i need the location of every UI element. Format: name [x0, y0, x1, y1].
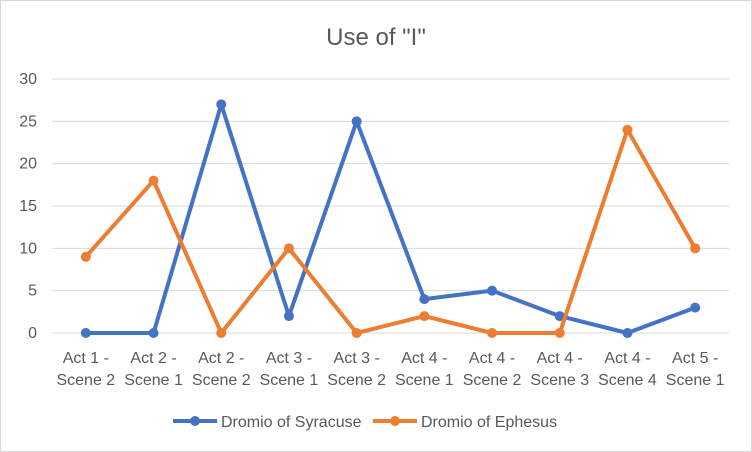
data-point — [351, 116, 362, 127]
series-1 — [80, 99, 701, 338]
x-tick-label: Act 3 - Scene 2 — [327, 350, 386, 389]
legend-label: Dromio of Ephesus — [421, 414, 557, 431]
y-tick-label: 15 — [19, 198, 37, 215]
x-tick-label-line: Act 3 - — [334, 350, 380, 367]
data-point — [487, 328, 498, 338]
x-tick-label-line: Act 1 - — [63, 350, 109, 367]
x-tick-label-line: Scene 1 — [395, 372, 454, 389]
x-tick-label: Act 4 - Scene 3 — [530, 350, 589, 389]
x-tick-label-line: Scene 4 — [598, 372, 657, 389]
y-tick-label: 5 — [28, 283, 37, 300]
x-axis-ticks: Act 1 - Scene 2 Act 2 - Scene 1 Act 2 - Scene… — [56, 350, 724, 389]
data-point — [216, 328, 227, 338]
x-tick-label-line: Scene 2 — [192, 372, 251, 389]
data-point — [622, 328, 633, 338]
data-point — [690, 302, 701, 313]
data-point — [419, 294, 430, 305]
x-tick-label-line: Act 2 - — [130, 350, 176, 367]
legend-item: Dromio of Ephesus — [373, 414, 557, 431]
x-tick-label-line: Scene 2 — [327, 372, 386, 389]
data-point — [216, 99, 227, 110]
x-tick-label-line: Scene 2 — [56, 372, 115, 389]
data-point — [351, 328, 362, 338]
data-point — [487, 285, 498, 296]
x-tick-label-line: Act 5 - — [672, 350, 718, 367]
x-tick-label: Act 4 - Scene 4 — [598, 350, 657, 389]
x-tick-label: Act 1 - Scene 2 — [56, 350, 115, 389]
y-tick-label: 25 — [19, 113, 37, 130]
data-point — [690, 243, 701, 254]
y-tick-label: 20 — [19, 156, 37, 173]
data-point — [419, 311, 430, 322]
data-point — [283, 311, 294, 322]
y-tick-label: 10 — [19, 240, 37, 257]
x-tick-label-line: Act 4 - — [537, 350, 583, 367]
x-tick-label-line: Act 4 - — [469, 350, 515, 367]
data-point — [148, 328, 159, 338]
x-tick-label: Act 2 - Scene 1 — [124, 350, 183, 389]
x-tick-label: Act 5 - Scene 1 — [666, 350, 725, 389]
legend-swatch-marker — [390, 416, 400, 426]
chart-title: Use of "I" — [326, 24, 426, 51]
x-tick-label-line: Act 3 - — [266, 350, 312, 367]
y-tick-label: 0 — [28, 325, 37, 342]
series-layer — [80, 99, 701, 338]
series-2 — [80, 124, 701, 338]
x-tick-label: Act 2 - Scene 2 — [192, 350, 251, 389]
x-tick-label-line: Scene 1 — [124, 372, 183, 389]
x-tick-label: Act 3 - Scene 1 — [260, 350, 319, 389]
data-point — [283, 243, 294, 254]
data-point — [554, 311, 565, 322]
legend: Dromio of Syracuse Dromio of Ephesus — [173, 414, 557, 431]
x-tick-label-line: Scene 3 — [530, 372, 589, 389]
series-line — [83, 102, 698, 335]
data-point — [80, 328, 91, 338]
x-tick-label-line: Act 4 - — [604, 350, 650, 367]
x-tick-label-line: Scene 1 — [666, 372, 725, 389]
x-tick-label: Act 4 - Scene 2 — [463, 350, 522, 389]
x-tick-label-line: Act 2 - — [198, 350, 244, 367]
data-point — [148, 175, 159, 186]
data-point — [554, 328, 565, 338]
legend-swatch-marker — [190, 416, 200, 426]
x-tick-label-line: Act 4 - — [401, 350, 447, 367]
x-tick-label-line: Scene 1 — [260, 372, 319, 389]
x-tick-label: Act 4 - Scene 1 — [395, 350, 454, 389]
data-point — [622, 124, 633, 135]
legend-label: Dromio of Syracuse — [221, 414, 362, 431]
y-tick-label: 30 — [19, 71, 37, 88]
series-line — [83, 127, 698, 335]
legend-item: Dromio of Syracuse — [173, 414, 362, 431]
data-point — [80, 251, 91, 262]
x-tick-label-line: Scene 2 — [463, 372, 522, 389]
y-axis-ticks: 0 5 10 15 20 25 30 — [19, 71, 37, 342]
